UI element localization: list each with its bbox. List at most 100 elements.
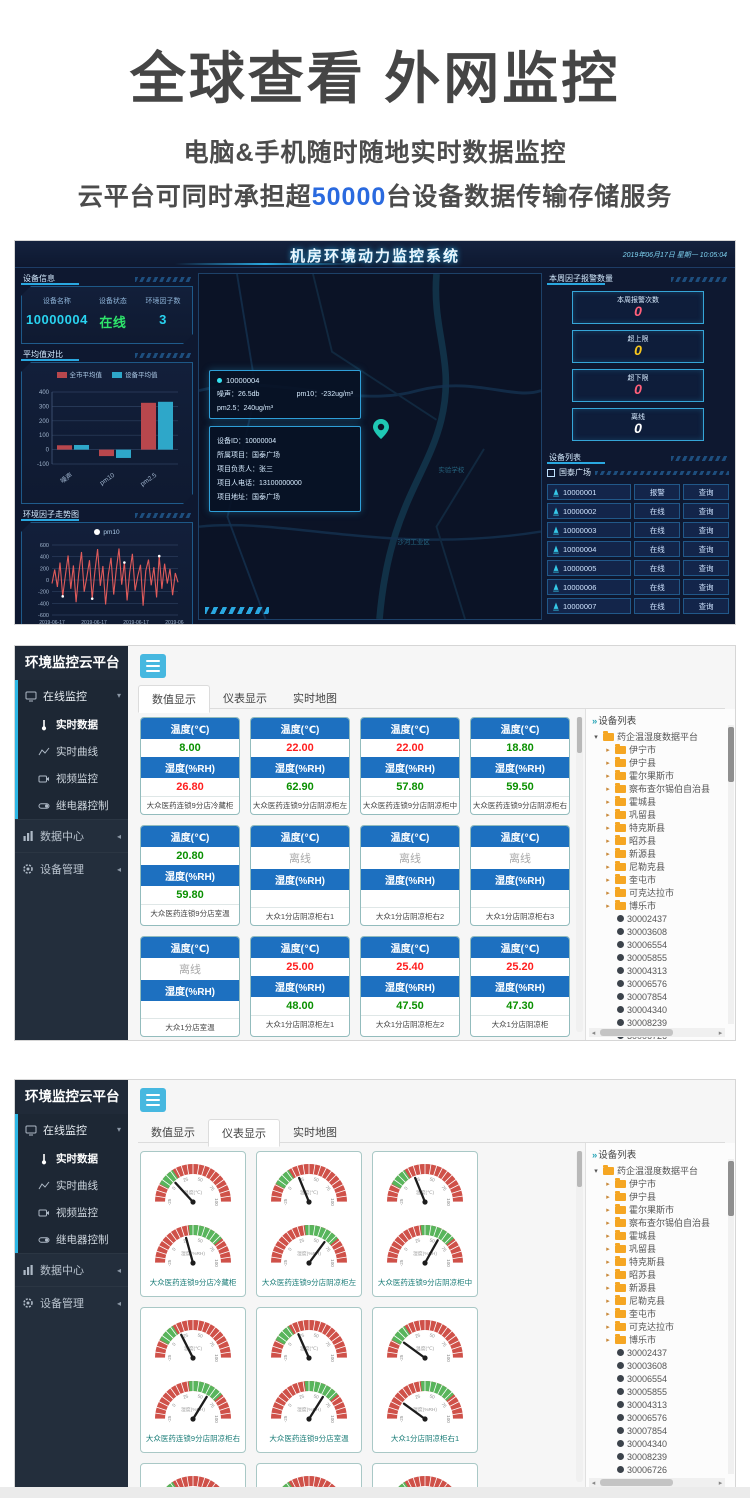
sidebar-item-1[interactable]: 数据中心 ◂ [15,819,128,852]
scroll-left-arrow-icon[interactable]: ◂ [591,1479,596,1487]
tree-folder-node[interactable]: ▸ 尼勒克县 [592,1294,731,1307]
query-button[interactable]: 查询 [683,522,729,538]
tree-folder-node[interactable]: ▸ 昭苏县 [592,1268,731,1281]
tree-folder-node[interactable]: ▸ 昭苏县 [592,834,731,847]
query-button[interactable]: 查询 [683,579,729,595]
tree-device-node[interactable]: 30006576 [592,1411,731,1424]
tree-device-node[interactable]: 30006576 [592,977,731,990]
menu-toggle-button[interactable] [140,654,166,678]
tree-device-node[interactable]: 30004340 [592,1003,731,1016]
tree-expand-icon[interactable]: ▸ [606,1271,610,1279]
tree-expand-icon[interactable]: ▸ [606,1219,610,1227]
tree-expand-icon[interactable]: ▸ [606,1323,610,1331]
scrollbar-thumb[interactable] [600,1479,674,1486]
tree-expand-icon[interactable]: ▸ [606,837,610,845]
scrollbar-thumb[interactable] [728,727,734,782]
tree-expand-icon[interactable]: ▸ [606,1232,610,1240]
tree-device-node[interactable]: 30003608 [592,925,731,938]
tree-folder-node[interactable]: ▸ 特克斯县 [592,821,731,834]
sidebar-subitem-3[interactable]: 继电器控制 [18,1226,128,1253]
tree-expand-icon[interactable]: ▾ [594,1167,598,1175]
sidebar-item-2[interactable]: 设备管理 ◂ [15,852,128,885]
tree-folder-node[interactable]: ▸ 伊宁县 [592,1190,731,1203]
tree-folder-node[interactable]: ▸ 霍尔果斯市 [592,769,731,782]
tree-expand-icon[interactable]: ▸ [606,785,610,793]
tree-expand-icon[interactable]: ▸ [606,1245,610,1253]
tree-folder-node[interactable]: ▸ 尼勒克县 [592,860,731,873]
tree-device-node[interactable]: 30008239 [592,1450,731,1463]
tab-0[interactable]: 数值显示 [138,685,210,713]
tree-device-node[interactable]: 30004313 [592,1398,731,1411]
tree-expand-icon[interactable]: ▸ [606,824,610,832]
sidebar-subitem-2[interactable]: 视频监控 [18,765,128,792]
sidebar-subitem-1[interactable]: 实时曲线 [18,738,128,765]
tree-folder-node[interactable]: ▸ 博乐市 [592,899,731,912]
sidebar-item-1[interactable]: 数据中心 ◂ [15,1253,128,1286]
tree-folder-node[interactable]: ▸ 霍尔果斯市 [592,1203,731,1216]
tree-expand-icon[interactable]: ▸ [606,876,610,884]
tree-expand-icon[interactable]: ▸ [606,1297,610,1305]
tab-1[interactable]: 仪表显示 [208,1119,280,1147]
sidebar-item-2[interactable]: 设备管理 ◂ [15,1286,128,1319]
tree-expand-icon[interactable]: ▸ [606,759,610,767]
sidebar-subitem-0[interactable]: 实时数据 [18,711,128,738]
tree-folder-node[interactable]: ▸ 巩留县 [592,1242,731,1255]
tree-expand-icon[interactable]: ▸ [606,1336,610,1344]
tree-expand-icon[interactable]: ▸ [606,1206,610,1214]
tree-folder-node[interactable]: ▸ 察布查尔锡伯自治县 [592,782,731,795]
tree-folder-node[interactable]: ▸ 可克达拉市 [592,886,731,899]
tab-2[interactable]: 实时地图 [293,1127,337,1139]
tab-0[interactable]: 数值显示 [151,1127,195,1139]
tree-device-node[interactable]: 30008239 [592,1016,731,1029]
tree-folder-node[interactable]: ▸ 霍城县 [592,795,731,808]
tree-expand-icon[interactable]: ▸ [606,1284,610,1292]
tree-folder-node[interactable]: ▸ 奎屯市 [592,1307,731,1320]
tab-1[interactable]: 仪表显示 [223,693,267,705]
query-button[interactable]: 查询 [683,503,729,519]
tree-expand-icon[interactable]: ▸ [606,772,610,780]
tree-device-node[interactable]: 30006554 [592,1372,731,1385]
tree-root-node[interactable]: ▾ 药企温湿度数据平台 [592,1164,731,1177]
scroll-left-arrow-icon[interactable]: ◂ [591,1029,596,1037]
map-pin-icon[interactable] [373,418,390,444]
sidebar-subitem-0[interactable]: 实时数据 [18,1145,128,1172]
scroll-right-arrow-icon[interactable]: ▸ [718,1029,723,1037]
map-view[interactable]: 沙河工业区 实验学校 10000004 噪声：26.5db pm10：-232ug… [198,273,542,620]
tree-folder-node[interactable]: ▸ 察布查尔锡伯自治县 [592,1216,731,1229]
tree-device-node[interactable]: 30007854 [592,1424,731,1437]
menu-toggle-button[interactable] [140,1088,166,1112]
query-button[interactable]: 查询 [683,598,729,614]
scrollbar-thumb[interactable] [600,1029,674,1036]
sidebar-item-0[interactable]: 在线监控 ▾ [18,1114,128,1145]
sidebar-subitem-1[interactable]: 实时曲线 [18,1172,128,1199]
tree-folder-node[interactable]: ▸ 新源县 [592,847,731,860]
tree-device-node[interactable]: 30005855 [592,951,731,964]
tree-expand-icon[interactable]: ▸ [606,1193,610,1201]
query-button[interactable]: 查询 [683,484,729,500]
tree-expand-icon[interactable]: ▸ [606,902,610,910]
tree-device-node[interactable]: 30004340 [592,1437,731,1450]
tree-folder-node[interactable]: ▸ 伊宁县 [592,756,731,769]
scrollbar-thumb[interactable] [728,1161,734,1216]
tree-expand-icon[interactable]: ▸ [606,746,610,754]
tree-folder-node[interactable]: ▸ 新源县 [592,1281,731,1294]
tree-root-node[interactable]: ▾ 药企温湿度数据平台 [592,730,731,743]
tree-expand-icon[interactable]: ▸ [606,798,610,806]
tree-expand-icon[interactable]: ▸ [606,1258,610,1266]
scrollbar-thumb[interactable] [577,1151,582,1187]
tree-device-node[interactable]: 30002437 [592,912,731,925]
tree-folder-node[interactable]: ▸ 霍城县 [592,1229,731,1242]
tree-expand-icon[interactable]: ▸ [606,811,610,819]
tree-folder-node[interactable]: ▸ 可克达拉市 [592,1320,731,1333]
sidebar-item-0[interactable]: 在线监控 ▾ [18,680,128,711]
tree-device-node[interactable]: 30002437 [592,1346,731,1359]
query-button[interactable]: 查询 [683,560,729,576]
tree-device-node[interactable]: 30003608 [592,1359,731,1372]
tree-folder-node[interactable]: ▸ 博乐市 [592,1333,731,1346]
query-button[interactable]: 查询 [683,541,729,557]
tree-expand-icon[interactable]: ▸ [606,889,610,897]
tree-expand-icon[interactable]: ▸ [606,1180,610,1188]
tree-device-node[interactable]: 30007854 [592,990,731,1003]
tab-2[interactable]: 实时地图 [293,693,337,705]
scrollbar-thumb[interactable] [577,717,582,753]
